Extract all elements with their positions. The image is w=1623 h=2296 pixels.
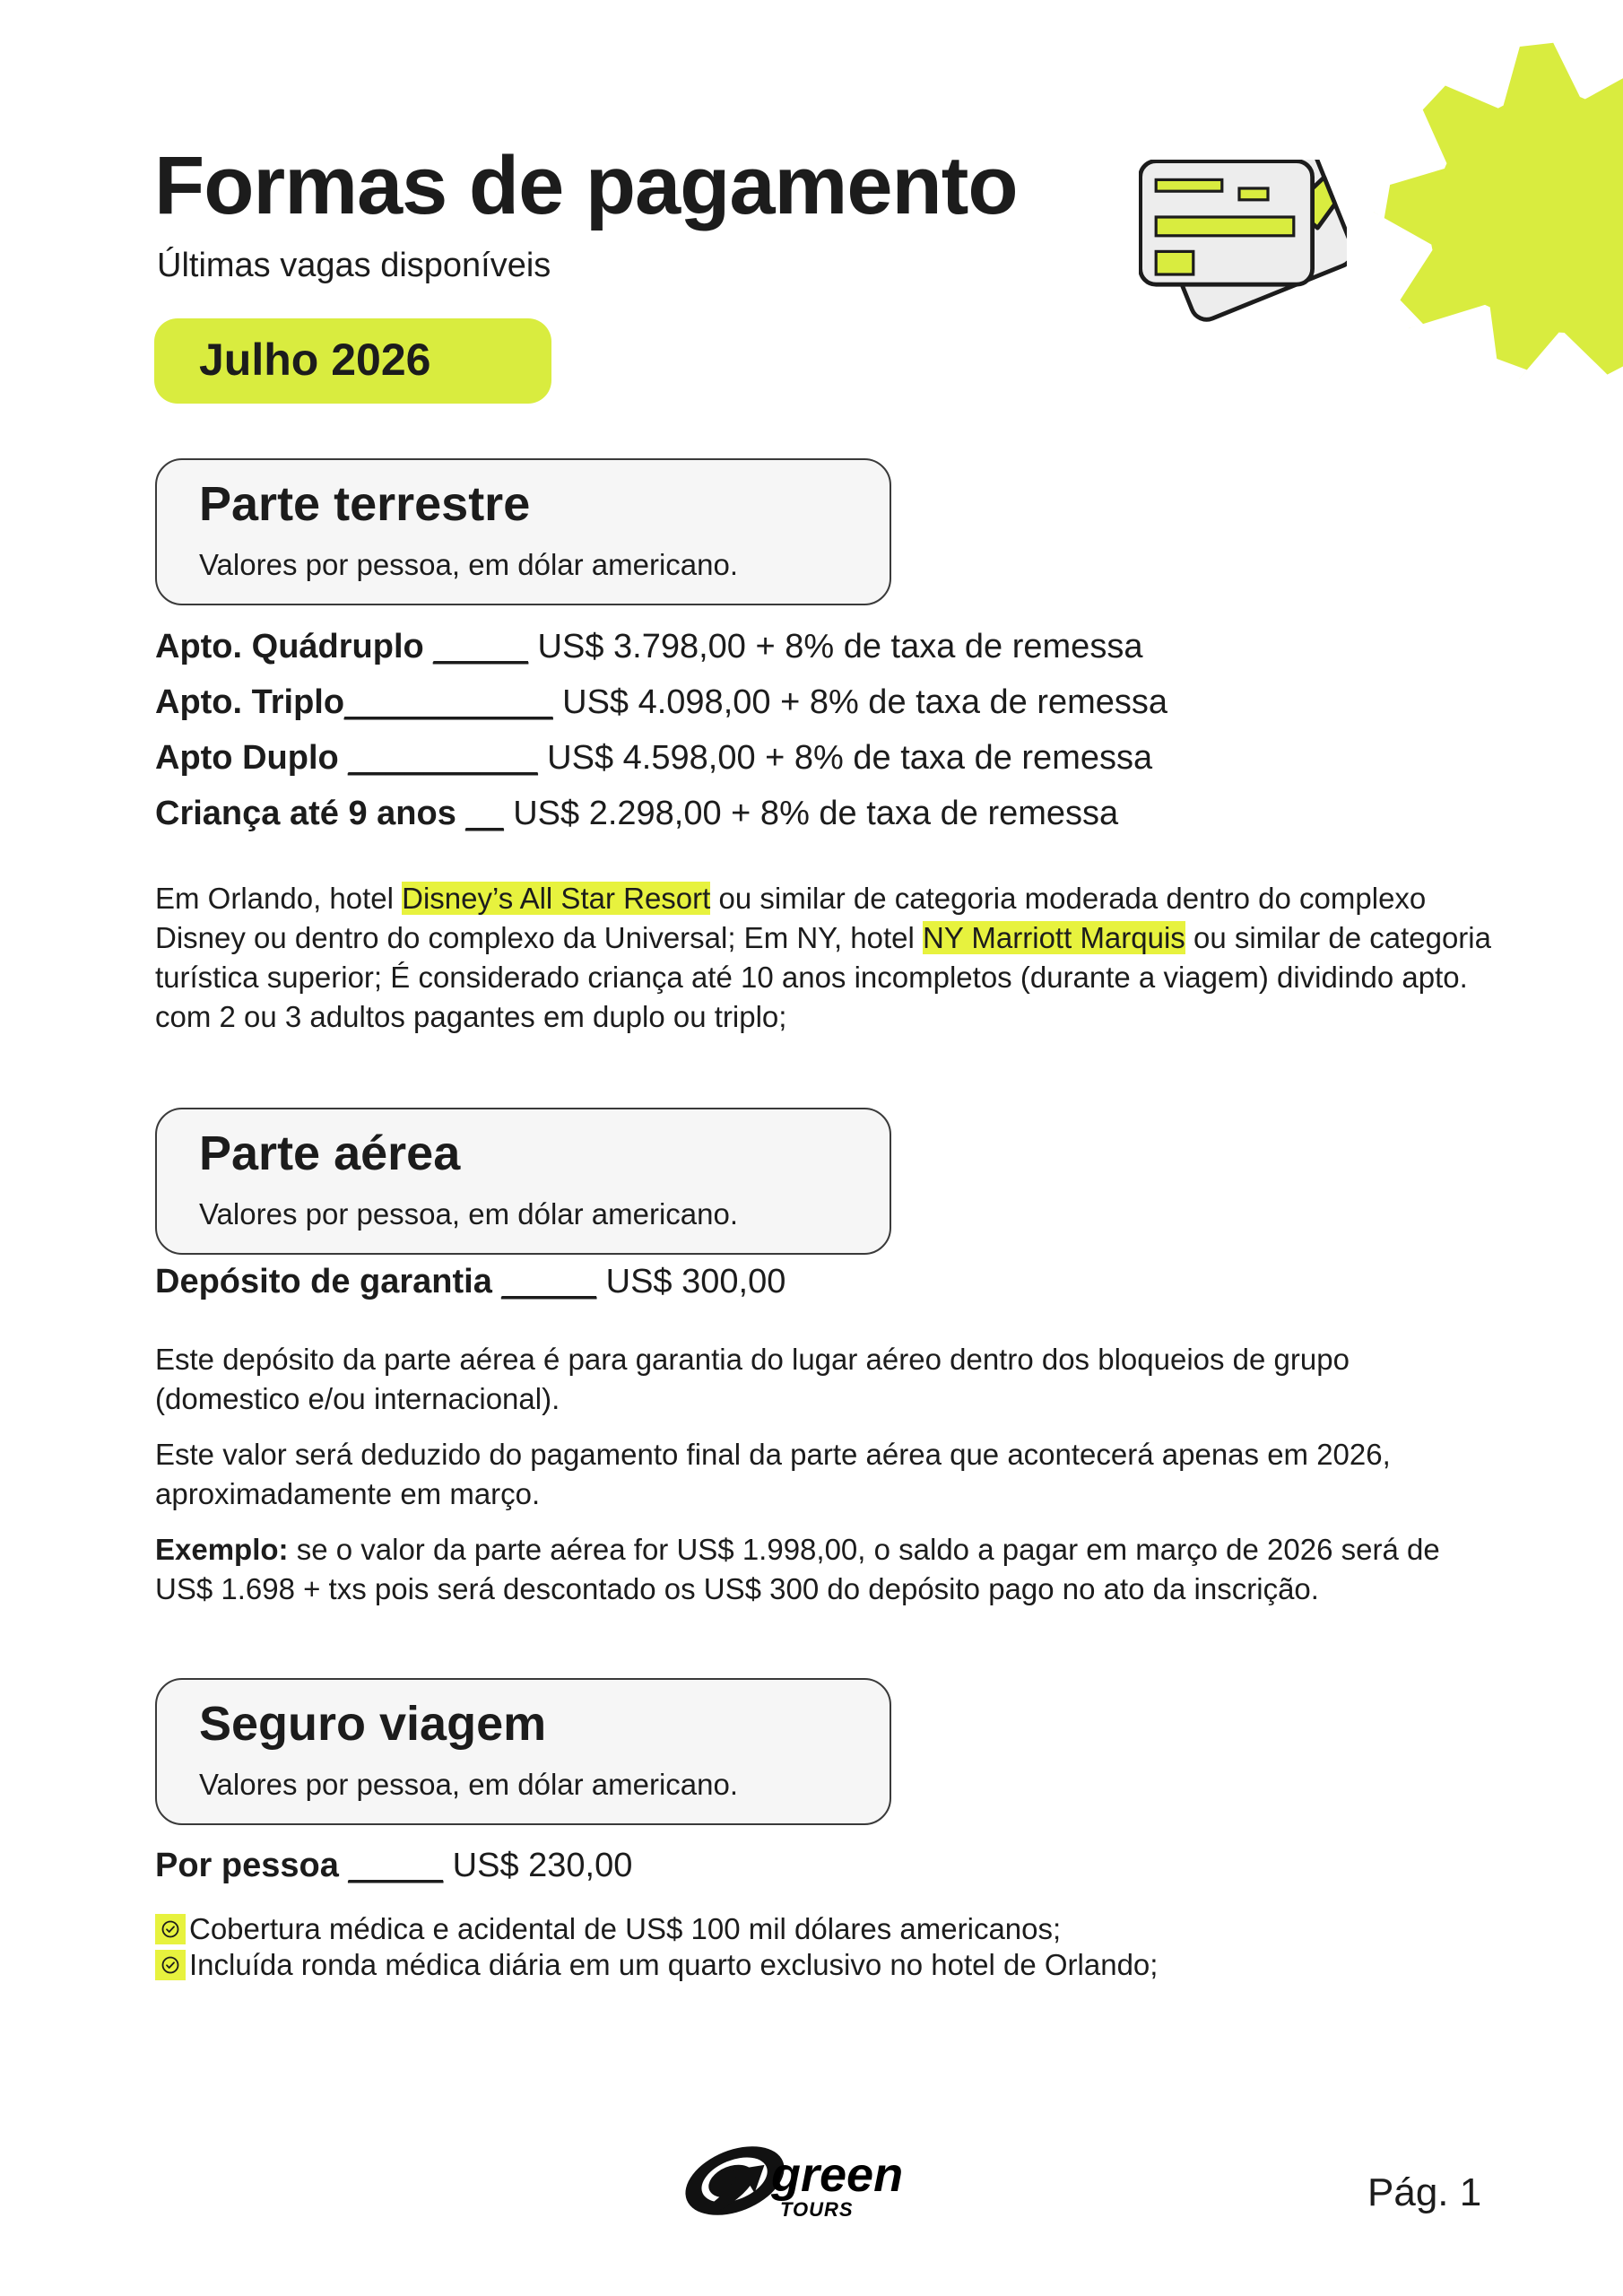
svg-text:green: green <box>770 2148 903 2202</box>
svg-text:TOURS: TOURS <box>780 2198 854 2221</box>
